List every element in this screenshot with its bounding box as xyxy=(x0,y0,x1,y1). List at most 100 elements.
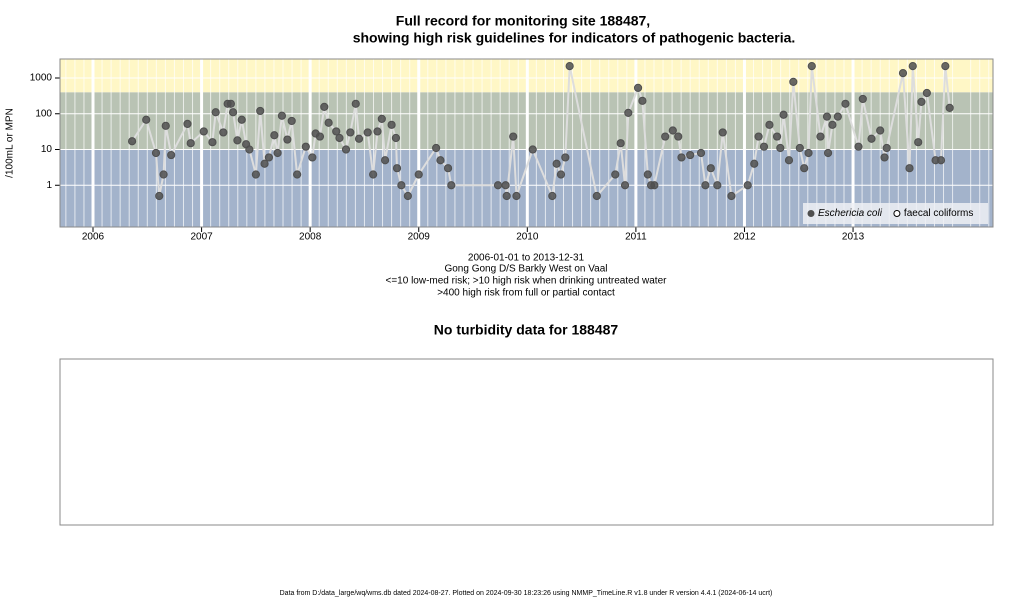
data-point xyxy=(233,136,242,145)
data-point xyxy=(552,159,561,168)
legend-label: faecal coliforms xyxy=(904,208,973,219)
data-point xyxy=(208,138,217,147)
data-point xyxy=(754,132,763,141)
x-tick-label: 2009 xyxy=(408,232,431,243)
data-point xyxy=(380,156,390,165)
data-point xyxy=(661,132,670,141)
data-point xyxy=(251,170,260,179)
y-tick-label: 10 xyxy=(41,144,53,155)
data-point xyxy=(414,170,423,179)
data-point xyxy=(363,128,372,137)
x-tick-label: 2010 xyxy=(516,232,539,243)
data-point xyxy=(765,120,774,129)
data-point xyxy=(822,112,832,121)
data-point xyxy=(502,191,511,201)
data-point xyxy=(161,121,170,130)
data-point xyxy=(256,106,265,116)
data-point xyxy=(377,114,386,123)
data-point xyxy=(341,145,351,154)
data-point xyxy=(854,142,863,151)
note: Gong Gong D/S Barkly West on Vaal xyxy=(444,264,607,275)
plot-frame xyxy=(59,58,994,228)
data-point xyxy=(592,191,601,201)
data-point xyxy=(936,156,946,165)
data-point xyxy=(127,137,137,146)
data-point xyxy=(922,88,931,98)
data-point xyxy=(186,139,195,148)
data-point xyxy=(369,170,378,179)
data-point xyxy=(858,94,867,104)
data-point xyxy=(219,128,228,137)
data-point xyxy=(686,150,695,160)
data-point xyxy=(301,142,310,151)
note: <=10 low-med risk; >10 high risk when dr… xyxy=(386,276,668,287)
data-point xyxy=(346,128,355,137)
y-tick-label: 1 xyxy=(46,180,52,191)
data-point xyxy=(643,170,652,179)
data-point xyxy=(816,132,825,141)
data-point xyxy=(387,120,396,129)
data-point xyxy=(828,120,837,129)
data-point xyxy=(151,148,161,158)
data-point xyxy=(142,115,151,124)
data-point xyxy=(159,170,168,179)
note: 2006-01-01 to 2013-12-31 xyxy=(468,253,585,264)
legend-marker xyxy=(893,210,901,217)
data-point xyxy=(403,191,412,201)
data-point xyxy=(713,181,722,190)
data-point xyxy=(914,138,923,147)
data-point xyxy=(270,131,279,140)
data-point xyxy=(277,111,287,120)
data-point xyxy=(391,133,401,143)
data-point xyxy=(633,83,643,92)
data-point xyxy=(397,181,406,190)
data-point xyxy=(674,132,683,141)
y-axis-label: /100mL or MPN xyxy=(5,108,16,178)
data-point xyxy=(183,119,192,129)
data-point xyxy=(833,112,842,121)
data-point xyxy=(789,77,798,86)
x-tick-label: 2008 xyxy=(299,232,322,243)
data-point xyxy=(548,191,557,201)
data-point xyxy=(776,143,785,153)
data-point xyxy=(800,164,809,173)
data-point xyxy=(561,153,570,162)
data-point xyxy=(556,170,566,179)
note: >400 high risk from full or partial cont… xyxy=(437,288,615,299)
data-point xyxy=(332,127,341,136)
data-point xyxy=(245,145,254,154)
chart-title: No turbidity data for 188487 xyxy=(434,322,619,338)
data-point xyxy=(727,191,736,201)
data-point xyxy=(167,150,176,160)
data-point xyxy=(565,62,574,71)
x-tick-label: 2013 xyxy=(842,232,865,243)
data-point xyxy=(443,164,453,173)
data-point xyxy=(804,148,813,158)
chart-title: showing high risk guidelines for indicat… xyxy=(353,30,796,46)
data-point xyxy=(373,127,382,136)
data-point xyxy=(867,134,876,143)
data-point xyxy=(772,132,782,141)
data-point xyxy=(447,181,456,190)
data-point xyxy=(706,164,715,173)
data-point xyxy=(823,148,833,158)
data-point xyxy=(308,153,317,162)
data-point xyxy=(917,97,926,106)
legend-marker xyxy=(807,210,815,217)
data-point xyxy=(293,170,302,179)
x-tick-label: 2007 xyxy=(190,232,213,243)
data-point xyxy=(260,159,269,168)
data-point xyxy=(324,118,333,127)
legend-label: Eschericia coli xyxy=(818,208,883,219)
data-point xyxy=(905,164,914,173)
data-point xyxy=(273,148,282,158)
data-point xyxy=(701,181,710,190)
data-point xyxy=(696,148,706,158)
x-tick-label: 2011 xyxy=(625,232,647,243)
footer: Data from D:/data_large/wq/wms.db dated … xyxy=(280,590,773,597)
data-point xyxy=(237,115,246,124)
data-point xyxy=(650,181,659,190)
data-point xyxy=(750,159,759,168)
data-point xyxy=(807,62,816,71)
